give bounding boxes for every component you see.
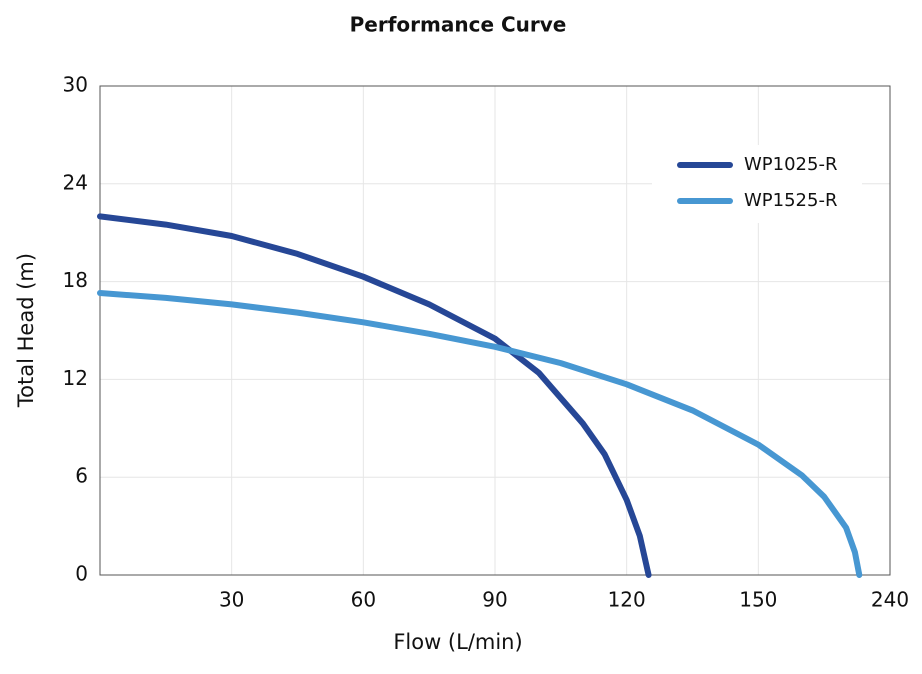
x-tick-label: 240 xyxy=(871,588,909,612)
x-tick-label: 60 xyxy=(351,588,376,612)
legend-label: WP1525-R xyxy=(744,190,837,211)
y-tick-label: 12 xyxy=(63,366,88,390)
y-tick-label: 0 xyxy=(75,562,88,586)
y-axis-label: Total Head (m) xyxy=(14,253,38,408)
legend-box xyxy=(652,145,862,223)
legend-label: WP1025-R xyxy=(744,154,837,175)
chart-title: Performance Curve xyxy=(350,13,567,37)
x-tick-label: 90 xyxy=(482,588,507,612)
x-axis-label: Flow (L/min) xyxy=(393,630,522,654)
x-tick-label: 30 xyxy=(219,588,244,612)
plot-frame xyxy=(99,85,891,576)
y-tick-label: 30 xyxy=(63,73,88,97)
series-line xyxy=(97,290,863,578)
x-tick-label: 120 xyxy=(608,588,646,612)
y-tick-label: 24 xyxy=(63,170,88,194)
y-tick-label: 6 xyxy=(75,464,88,488)
y-tick-label: 18 xyxy=(63,268,88,292)
x-tick-label: 150 xyxy=(739,588,777,612)
series-line xyxy=(97,213,652,578)
